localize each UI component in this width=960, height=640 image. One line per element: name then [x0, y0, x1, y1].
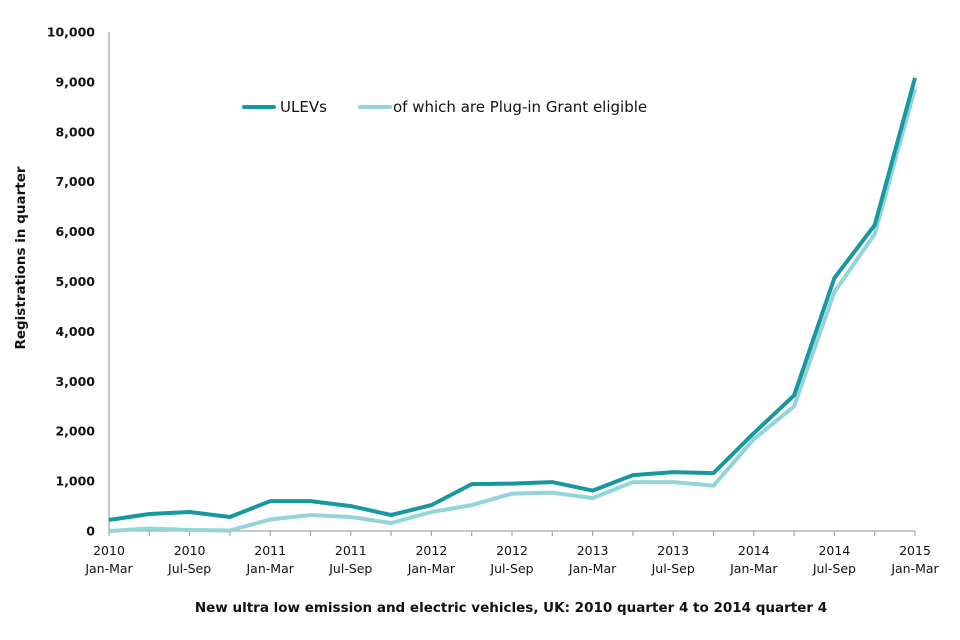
y-tick-label: 9,000 — [55, 74, 95, 89]
y-tick-label: 3,000 — [55, 374, 95, 389]
x-tick-year: 2011 — [335, 543, 367, 558]
x-tick-year: 2014 — [818, 543, 850, 558]
x-tick-period: Jul-Sep — [651, 561, 695, 576]
y-tick-label: 5,000 — [55, 274, 95, 289]
x-tick-period: Jan-Mar — [407, 561, 456, 576]
y-tick-label: 4,000 — [55, 324, 95, 339]
y-axis-title: Registrations in quarter — [13, 166, 29, 349]
x-tick-period: Jan-Mar — [246, 561, 295, 576]
legend-label-plugin-grant: of which are Plug-in Grant eligible — [393, 98, 647, 116]
x-tick-period: Jul-Sep — [812, 561, 856, 576]
y-tick-label: 2,000 — [55, 424, 95, 439]
series-line-plugin-grant — [108, 87, 917, 533]
x-tick-year: 2013 — [577, 543, 609, 558]
series-layer — [108, 77, 917, 533]
x-tick-period: Jul-Sep — [167, 561, 211, 576]
x-tick-period: Jan-Mar — [729, 561, 778, 576]
x-tick-year: 2013 — [657, 543, 689, 558]
x-tick-year: 2012 — [415, 543, 447, 558]
y-tick-label: 7,000 — [55, 174, 95, 189]
legend-label-ulevs: ULEVs — [280, 98, 327, 116]
legend: ULEVs of which are Plug-in Grant eligibl… — [242, 98, 647, 116]
x-tick-year: 2011 — [254, 543, 286, 558]
x-tick-year: 2015 — [899, 543, 931, 558]
x-axis-title: New ultra low emission and electric vehi… — [195, 600, 827, 616]
series-line-ulevs — [108, 77, 917, 522]
y-tick-label: 1,000 — [55, 474, 95, 489]
x-tick-year: 2010 — [93, 543, 125, 558]
x-tick-period: Jul-Sep — [489, 561, 533, 576]
x-axis: 2010 Jan-Mar 2010 Jul-Sep 2011 Jan-Mar 2011 Jul… — [84, 530, 940, 576]
x-tick-year: 2012 — [496, 543, 528, 558]
x-tick-year: 2014 — [738, 543, 770, 558]
y-tick-label: 0 — [86, 524, 95, 539]
x-tick-period: Jan-Mar — [568, 561, 617, 576]
y-axis: 0 1,000 2,000 3,000 4,000 5,000 6,000 7,000 8,00… — [47, 25, 110, 539]
x-tick-period: Jan-Mar — [890, 561, 939, 576]
y-tick-label: 6,000 — [55, 224, 95, 239]
y-tick-label: 10,000 — [47, 25, 96, 40]
x-tick-year: 2010 — [174, 543, 206, 558]
y-tick-label: 8,000 — [55, 124, 95, 139]
x-tick-period: Jan-Mar — [84, 561, 133, 576]
x-tick-period: Jul-Sep — [328, 561, 372, 576]
